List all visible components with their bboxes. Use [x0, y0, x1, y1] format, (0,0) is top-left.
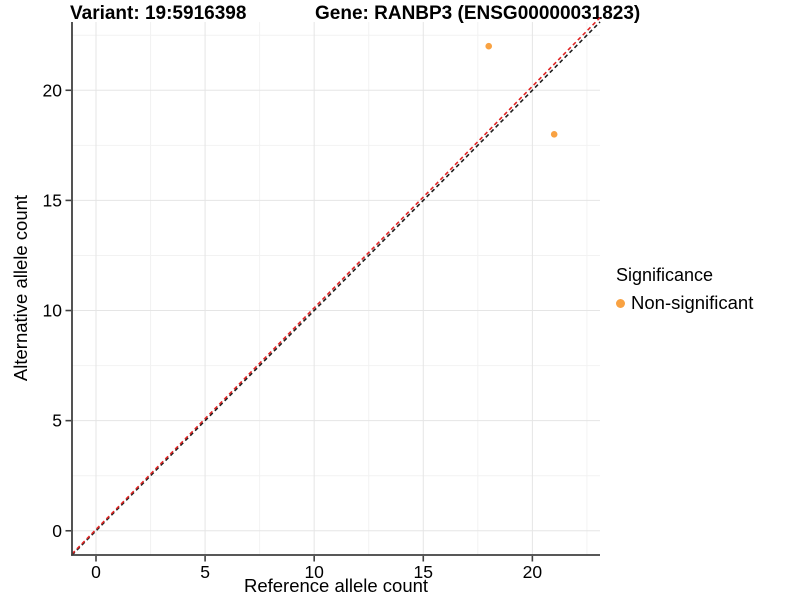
- y-tick-label: 5: [52, 411, 62, 431]
- y-axis-title: Alternative allele count: [10, 194, 31, 382]
- x-tick-label: 20: [523, 562, 543, 582]
- y-tick-label: 0: [52, 521, 62, 541]
- x-axis-title: Reference allele count: [243, 575, 429, 596]
- x-tick-label: 5: [200, 562, 210, 582]
- legend-point-swatch-icon: [616, 298, 625, 308]
- data-point: [550, 131, 558, 138]
- legend: Significance Non-significant: [616, 265, 753, 314]
- legend-item-non-significant: Non-significant: [616, 292, 753, 314]
- identity-line: [71, 21, 601, 556]
- x-tick-label: 0: [91, 562, 101, 582]
- plot-title-variant: Variant: 19:5916398: [70, 3, 247, 24]
- y-tick-label: 20: [43, 80, 63, 100]
- fitted-line: [71, 17, 601, 555]
- plot-title-gene: Gene: RANBP3 (ENSG00000031823): [315, 3, 641, 24]
- legend-item-label: Non-significant: [631, 292, 754, 313]
- x-tick-label: 15: [414, 562, 433, 582]
- y-tick-label: 10: [43, 301, 63, 321]
- x-tick-label: 10: [304, 562, 324, 582]
- data-point: [485, 42, 493, 50]
- y-tick-label: 15: [43, 190, 62, 210]
- legend-title: Significance: [616, 265, 714, 285]
